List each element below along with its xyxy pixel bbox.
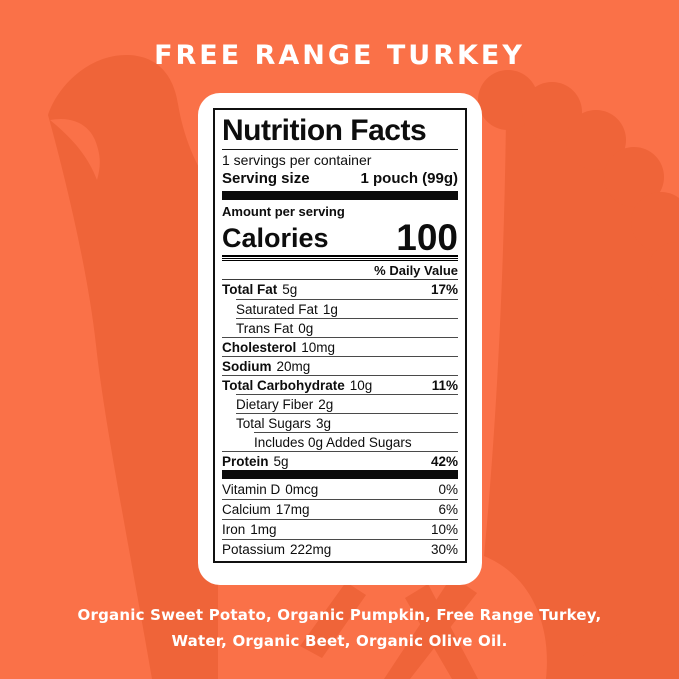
nutrient-amount: 10g (349, 377, 373, 393)
thick-divider (222, 191, 458, 200)
servings-per-container: 1 servings per container (222, 152, 372, 168)
amount-per-serving: Amount per serving (222, 204, 345, 219)
vitamin-row: Calcium 17mg 6% (222, 499, 458, 519)
nutrient-name: Saturated Fat (236, 301, 318, 317)
nutrient-daily-value: 42% (430, 453, 458, 469)
thick-divider (222, 470, 458, 479)
nutrient-row: Trans Fat 0g (236, 318, 458, 337)
vitamin-rows: Vitamin D 0mcg 0% Calcium 17mg 6% Iron 1mg 10% Po… (222, 479, 458, 559)
nutrient-name: Cholesterol (222, 339, 297, 355)
nutrient-row: Total Sugars 3g (236, 413, 458, 432)
nutrition-card: Nutrition Facts 1 servings per container… (198, 93, 482, 585)
nutrient-row: Dietary Fiber 2g (236, 394, 458, 413)
nutrient-amount: 20mg (276, 358, 311, 374)
nutrient-row: Total Fat 5g 17% (222, 280, 458, 299)
divider (222, 149, 458, 150)
ingredients-text: Organic Sweet Potato, Organic Pumpkin, F… (0, 602, 679, 654)
product-title: FREE RANGE TURKEY (154, 40, 525, 71)
nutrient-daily-value: 10% (430, 522, 458, 537)
serving-size-label: Serving size (222, 170, 310, 187)
nutrient-daily-value: 0% (438, 481, 458, 497)
vitamin-row: Potassium 222mg 30% (222, 539, 458, 559)
calories-divider (222, 255, 458, 261)
calories-value: 100 (396, 217, 458, 258)
serving-size-value: 1 pouch (99g) (360, 170, 458, 187)
nutrient-name: Calcium (222, 502, 271, 517)
vitamin-row: Iron 1mg 10% (222, 519, 458, 539)
nutrient-name: Total Sugars (236, 415, 312, 431)
nutrient-amount: 1g (322, 301, 338, 317)
nutrient-name: Vitamin D (222, 481, 281, 497)
nutrient-rows: Total Fat 5g 17% Saturated Fat 1g Trans Fat 0g… (222, 280, 458, 470)
nutrient-name: Dietary Fiber (236, 396, 314, 412)
nutrient-row: Saturated Fat 1g (236, 299, 458, 318)
nutrient-name: Potassium (222, 542, 286, 557)
ingredients-line-2: Water, Organic Beet, Organic Olive Oil. (171, 632, 508, 650)
nutrient-amount: 10mg (301, 339, 336, 355)
nutrient-amount: 1mg (250, 522, 277, 537)
nutrient-name: Iron (222, 522, 246, 537)
nutrient-daily-value: 17% (430, 282, 458, 297)
nutrient-amount: 0g (298, 320, 314, 336)
nutrient-daily-value: 11% (431, 377, 458, 393)
vitamin-row: Vitamin D 0mcg 0% (222, 479, 458, 499)
label-title: Nutrition Facts (222, 114, 427, 147)
nutrient-name: Sodium (222, 358, 272, 374)
nutrient-name: Total Fat (222, 282, 278, 297)
nutrient-amount: 5g (273, 453, 289, 469)
nutrient-amount: 17mg (275, 502, 310, 517)
nutrient-amount: 222mg (290, 542, 332, 557)
daily-value-header: % Daily Value (222, 261, 458, 280)
nutrient-name: Includes 0g Added Sugars (254, 434, 412, 450)
ingredients-line-1: Organic Sweet Potato, Organic Pumpkin, F… (77, 606, 602, 624)
nutrient-name: Trans Fat (236, 320, 294, 336)
nutrient-daily-value: 6% (438, 502, 458, 517)
calories-label: Calories (222, 223, 329, 253)
nutrient-amount: 3g (316, 415, 332, 431)
nutrient-row: Protein 5g 42% (222, 451, 458, 470)
nutrient-daily-value: 30% (430, 542, 458, 557)
nutrient-row: Total Carbohydrate 10g 11% (222, 375, 458, 394)
nutrient-amount: 2g (318, 396, 334, 412)
calories-row: Calories 100 (222, 217, 458, 258)
nutrition-label: Nutrition Facts 1 servings per container… (213, 108, 467, 563)
nutrient-row: Cholesterol 10mg (222, 337, 458, 356)
nutrient-name: Protein (222, 453, 269, 469)
nutrient-amount: 5g (282, 282, 298, 297)
nutrient-row: Includes 0g Added Sugars (254, 432, 458, 451)
nutrient-row: Sodium 20mg (222, 356, 458, 375)
serving-size-row: Serving size 1 pouch (99g) (222, 169, 458, 188)
nutrient-name: Total Carbohydrate (222, 377, 345, 393)
nutrient-amount: 0mcg (285, 481, 319, 497)
